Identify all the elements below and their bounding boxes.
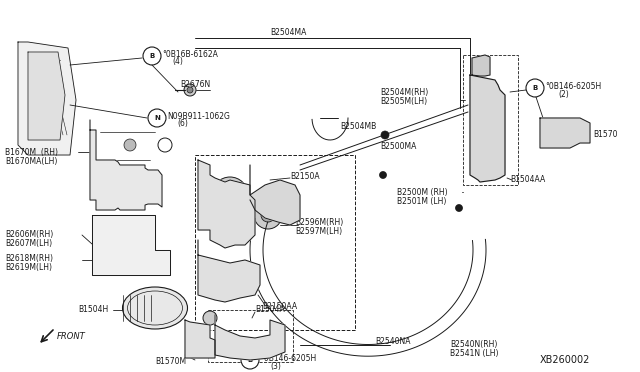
Text: (3): (3) <box>270 362 281 371</box>
Text: B1570M: B1570M <box>155 357 186 366</box>
Polygon shape <box>198 160 255 248</box>
Text: B: B <box>248 357 253 363</box>
Text: B2618M(RH): B2618M(RH) <box>5 254 53 263</box>
Bar <box>463 55 518 185</box>
Text: B2619M(LH): B2619M(LH) <box>5 263 52 272</box>
Circle shape <box>148 109 166 127</box>
Bar <box>208 310 293 362</box>
Circle shape <box>241 351 259 369</box>
Text: B2500M (RH): B2500M (RH) <box>397 188 447 197</box>
Polygon shape <box>540 118 590 148</box>
Text: B2504M(RH): B2504M(RH) <box>380 88 428 97</box>
Text: B: B <box>149 53 155 59</box>
Circle shape <box>226 191 234 199</box>
Circle shape <box>261 208 275 222</box>
Text: B1670M  (RH): B1670M (RH) <box>5 148 58 157</box>
Text: B1670MA(LH): B1670MA(LH) <box>5 157 58 166</box>
Text: B2500MA: B2500MA <box>380 142 417 151</box>
Circle shape <box>479 157 495 173</box>
Text: B2150AA: B2150AA <box>262 302 297 311</box>
Text: B2607M(LH): B2607M(LH) <box>5 239 52 248</box>
Circle shape <box>124 139 136 151</box>
Text: FRONT: FRONT <box>57 332 86 341</box>
Text: B2597M(LH): B2597M(LH) <box>295 227 342 236</box>
Text: N09B911-1062G: N09B911-1062G <box>167 112 230 121</box>
Polygon shape <box>215 315 285 360</box>
Text: B2504MB: B2504MB <box>340 122 376 131</box>
Text: B2676N: B2676N <box>180 80 211 89</box>
Text: (6): (6) <box>177 119 188 128</box>
Circle shape <box>158 138 172 152</box>
Text: B1504AA: B1504AA <box>510 175 545 184</box>
Text: (4): (4) <box>172 57 183 66</box>
Polygon shape <box>198 240 260 302</box>
Polygon shape <box>18 42 76 155</box>
Text: B2504MA: B2504MA <box>270 28 307 37</box>
Text: B2501M (LH): B2501M (LH) <box>397 197 446 206</box>
Text: B2540N(RH): B2540N(RH) <box>450 340 497 349</box>
Text: XB260002: XB260002 <box>540 355 590 365</box>
Polygon shape <box>250 165 300 225</box>
Circle shape <box>184 84 196 96</box>
Text: B1570: B1570 <box>593 130 618 139</box>
Polygon shape <box>90 120 162 210</box>
Circle shape <box>381 131 389 139</box>
Text: B2606M(RH): B2606M(RH) <box>5 230 53 239</box>
Circle shape <box>526 79 544 97</box>
Bar <box>195 155 355 330</box>
Text: °0B16B-6162A: °0B16B-6162A <box>162 50 218 59</box>
Circle shape <box>477 100 497 120</box>
Circle shape <box>191 331 209 349</box>
Circle shape <box>203 311 217 325</box>
Circle shape <box>212 267 228 283</box>
Circle shape <box>477 130 497 150</box>
Circle shape <box>124 169 136 181</box>
Polygon shape <box>28 52 65 140</box>
Text: B1504A: B1504A <box>255 305 285 314</box>
Text: B2540NA: B2540NA <box>375 337 410 346</box>
Circle shape <box>143 47 161 65</box>
Circle shape <box>124 194 136 206</box>
Ellipse shape <box>122 287 188 329</box>
Text: N: N <box>154 115 160 121</box>
Text: B1504H: B1504H <box>78 305 108 314</box>
Circle shape <box>237 272 253 288</box>
Text: B: B <box>532 85 538 91</box>
Circle shape <box>212 177 248 213</box>
Text: B2505M(LH): B2505M(LH) <box>380 97 427 106</box>
Text: (2): (2) <box>558 90 569 99</box>
Circle shape <box>220 185 240 205</box>
Circle shape <box>555 128 565 138</box>
Text: °0B146-6205H: °0B146-6205H <box>545 82 601 91</box>
Polygon shape <box>470 75 505 182</box>
Text: B2541N (LH): B2541N (LH) <box>450 349 499 358</box>
Text: °0B146-6205H: °0B146-6205H <box>260 354 316 363</box>
Polygon shape <box>185 320 215 358</box>
Circle shape <box>456 205 463 212</box>
Polygon shape <box>92 215 170 275</box>
Text: B2150A: B2150A <box>290 172 319 181</box>
Circle shape <box>120 248 140 268</box>
Circle shape <box>187 87 193 93</box>
Polygon shape <box>472 55 490 76</box>
Circle shape <box>254 201 282 229</box>
Circle shape <box>550 123 570 143</box>
Text: B2596M(RH): B2596M(RH) <box>295 218 343 227</box>
Circle shape <box>380 171 387 179</box>
